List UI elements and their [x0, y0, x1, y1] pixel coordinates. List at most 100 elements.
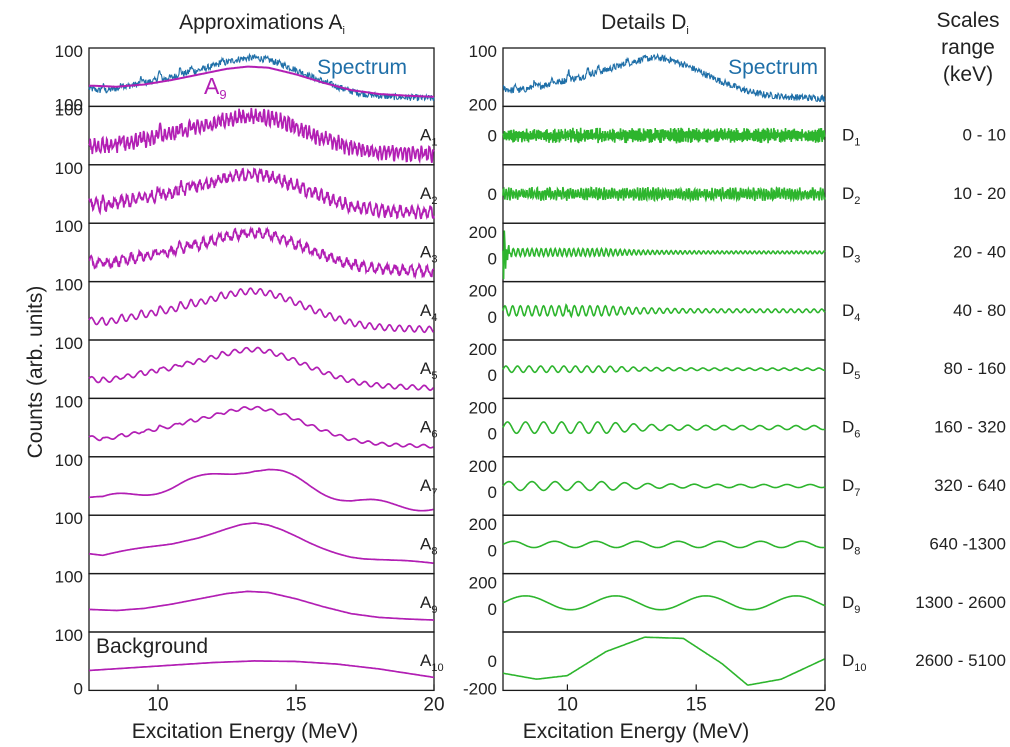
approximation-label: A7	[420, 476, 437, 499]
scale-range-label: 40 - 80	[953, 301, 1006, 320]
detail-panel-frame	[502, 631, 826, 692]
detail-y-tick-label: 0	[488, 185, 497, 204]
detail-label: D4	[842, 301, 860, 324]
scale-range-label: 20 - 40	[953, 242, 1006, 261]
detail-y-tick-label: 200	[469, 95, 497, 114]
detail-label: D10	[842, 651, 867, 674]
approx-y-tick-label: 100	[55, 276, 83, 295]
approximation-line	[88, 405, 434, 449]
spectrum-line-details	[502, 52, 826, 103]
detail-line	[502, 230, 826, 280]
detail-x-tick-label: 10	[557, 694, 578, 715]
approximation-label: A4	[420, 301, 437, 324]
detail-y-tick-label: 100	[469, 42, 497, 61]
approx-x-tick-label: 20	[423, 694, 444, 715]
approximation-line	[88, 225, 435, 280]
detail-y-tick-label: 0	[488, 366, 497, 385]
detail-label: D1	[842, 126, 860, 149]
approximation-line	[88, 660, 435, 679]
approx-y-tick-label: 100	[55, 334, 83, 353]
scales-header-line1: Scales	[936, 9, 999, 32]
detail-line	[502, 303, 826, 319]
background-label: Background	[96, 635, 208, 658]
y-axis-label: Counts (arb. units)	[24, 286, 47, 459]
approx-y-tick-label: 100	[55, 42, 83, 61]
detail-y-tick-label: 200	[469, 223, 497, 242]
approx-y-tick-label: 100	[55, 95, 83, 114]
approximation-line	[88, 107, 435, 165]
detail-y-tick-label: 0	[488, 308, 497, 327]
approximation-label: A8	[420, 534, 437, 557]
detail-line	[502, 185, 826, 203]
approx-y-tick-label: 100	[55, 159, 83, 178]
approx-y-tick-label: 100	[55, 217, 83, 236]
detail-y-tick-label: 0	[488, 425, 497, 444]
detail-label: D5	[842, 359, 860, 382]
approximation-line	[88, 287, 435, 334]
approximation-label: A10	[420, 651, 444, 674]
detail-label: D6	[842, 418, 860, 441]
detail-label: D8	[842, 534, 860, 557]
scale-range-label: 1300 - 2600	[915, 593, 1006, 612]
scale-range-label: 10 - 20	[953, 184, 1006, 203]
detail-y-tick-label: 0	[488, 127, 497, 146]
scale-range-label: 640 -1300	[929, 534, 1006, 553]
approximation-line	[88, 590, 434, 621]
detail-panel-frame	[502, 397, 826, 458]
scales-header-line2: range	[941, 36, 995, 59]
detail-line	[502, 480, 826, 492]
scale-range-label: 80 - 160	[944, 359, 1006, 378]
approx-y-tick-label: 0	[74, 679, 83, 698]
approximation-label: A3	[420, 242, 437, 265]
spectrum-label-details: Spectrum	[728, 56, 818, 79]
approximation-line	[88, 468, 434, 512]
detail-y-tick-label: 0	[488, 249, 497, 268]
scale-range-label: 160 - 320	[934, 418, 1006, 437]
approximations-title: Approximations Ai	[179, 11, 345, 37]
detail-line	[502, 365, 825, 374]
detail-label: D2	[842, 184, 860, 207]
approximation-label: A5	[420, 359, 437, 382]
details-title: Details Di	[601, 11, 689, 37]
approx-x-tick-label: 15	[285, 694, 306, 715]
approx-panel-frame	[88, 456, 435, 516]
a9-overlay-line	[88, 65, 435, 98]
scale-range-label: 320 - 640	[934, 476, 1006, 495]
detail-line	[502, 636, 825, 686]
approx-y-tick-label: 100	[55, 568, 83, 587]
approx-y-tick-label: 100	[55, 100, 83, 119]
approx-x-tick-label: 10	[147, 694, 168, 715]
approx-y-tick-label: 100	[55, 451, 83, 470]
detail-y-tick-label: 0	[488, 652, 497, 671]
detail-y-tick-label: 200	[469, 457, 497, 476]
approx-y-tick-label: 100	[55, 509, 83, 528]
scale-range-label: 0 - 10	[963, 126, 1006, 145]
detail-x-tick-label: 20	[814, 694, 835, 715]
approx-panel-frame	[88, 397, 435, 458]
approximation-label: A6	[420, 418, 437, 441]
detail-y-tick-label: 200	[469, 515, 497, 534]
approx-panel-frame	[88, 339, 435, 400]
detail-y-tick-label: -200	[463, 679, 497, 698]
scale-range-label: 2600 - 5100	[915, 651, 1006, 670]
approximation-label: A2	[420, 184, 437, 207]
detail-y-tick-label: 200	[469, 398, 497, 417]
a9-overlay-label: A9	[204, 73, 227, 102]
detail-line	[502, 421, 826, 435]
detail-y-tick-label: 0	[488, 600, 497, 619]
detail-line	[502, 595, 826, 611]
scales-header-line3: (keV)	[943, 63, 993, 86]
approx-panel-frame	[88, 631, 435, 692]
detail-y-tick-label: 200	[469, 574, 497, 593]
detail-y-tick-label: 200	[469, 282, 497, 301]
detail-label: D7	[842, 476, 860, 499]
approx-panel-frame	[88, 572, 435, 633]
approx-y-tick-label: 100	[55, 626, 83, 645]
approximation-line	[88, 167, 435, 221]
detail-panel-frame	[502, 514, 826, 575]
detail-y-tick-label: 200	[469, 340, 497, 359]
approximation-line	[88, 522, 434, 565]
detail-y-tick-label: 0	[488, 483, 497, 502]
x-axis-label-approximations: Excitation Energy (MeV)	[132, 720, 358, 743]
